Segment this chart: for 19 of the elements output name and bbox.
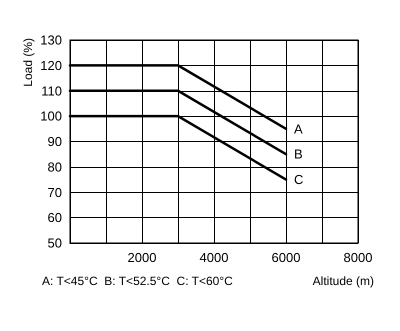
- x-tick-label: 8000: [344, 250, 372, 265]
- y-tick-label: 60: [48, 210, 62, 226]
- series-label: A: [294, 121, 303, 136]
- x-tick-label: 2000: [128, 250, 156, 265]
- y-tick-label: 100: [40, 108, 62, 124]
- series-label: B: [294, 146, 303, 162]
- y-tick-label: 80: [48, 159, 62, 174]
- y-tick-label: 70: [48, 184, 62, 200]
- x-axis-title: Altitude (m): [312, 274, 374, 288]
- x-tick-label: 6000: [272, 250, 300, 265]
- y-tick-label: 110: [41, 83, 62, 98]
- series-label: C: [294, 172, 304, 188]
- y-axis-title: Load (%): [21, 38, 35, 87]
- x-tick-label: 4000: [200, 250, 228, 265]
- y-tick-label: 50: [48, 236, 62, 250]
- text: A: T<45°C B: T<52.5°C C: T<60°C: [42, 274, 234, 288]
- y-tick-label: 90: [48, 134, 62, 149]
- y-tick-label: 120: [40, 58, 62, 73]
- y-tick-label: 130: [40, 32, 62, 48]
